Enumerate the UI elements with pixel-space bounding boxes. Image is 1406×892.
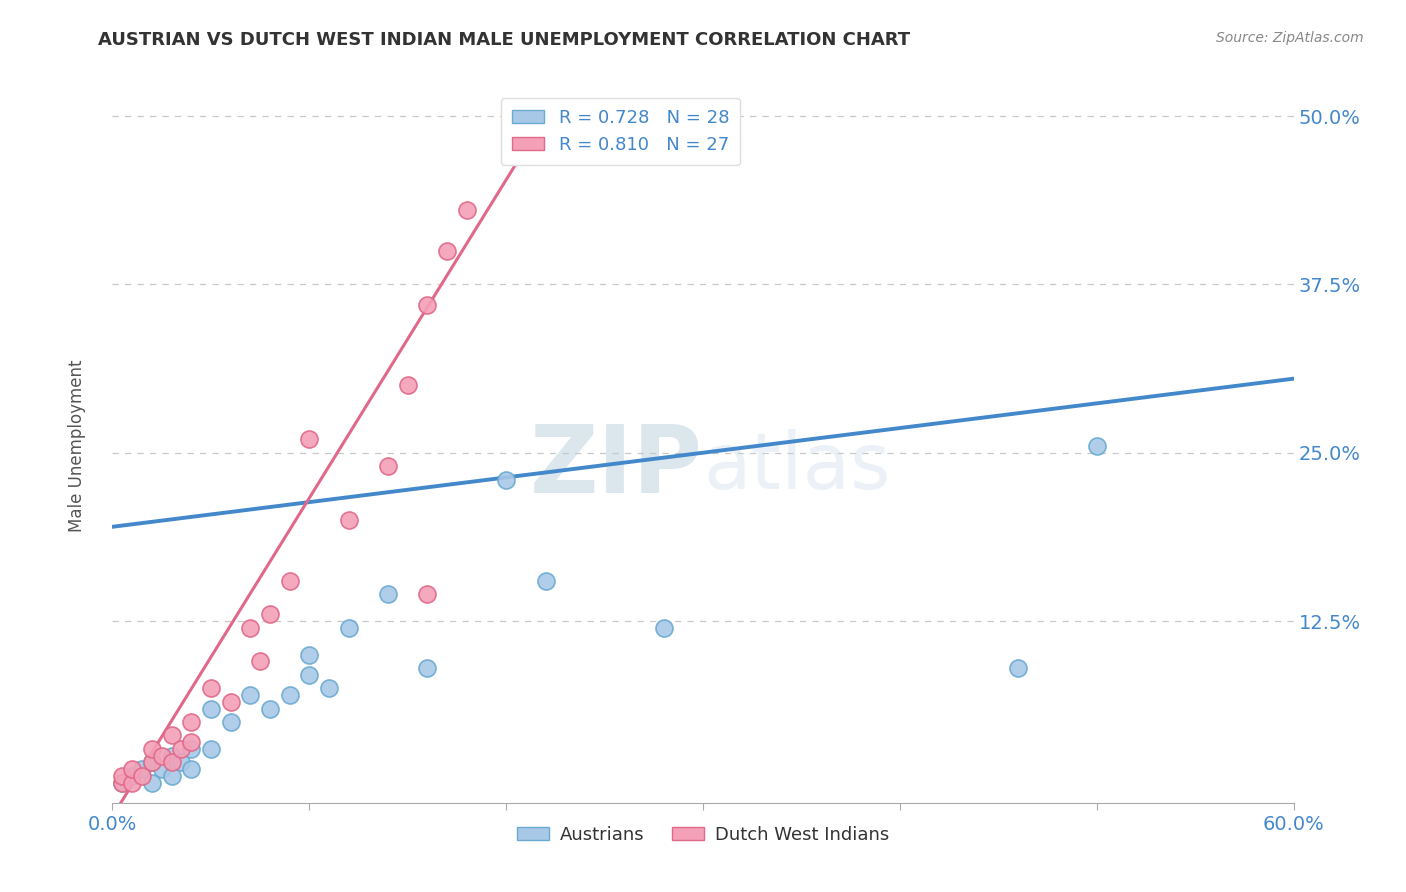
Point: [200, 742, 222, 756]
Text: ZIP: ZIP: [530, 421, 703, 514]
Point: [160, 769, 183, 783]
Point: [278, 688, 301, 702]
Point: [318, 681, 340, 696]
Point: [219, 714, 242, 729]
Point: [141, 742, 163, 756]
Point: [416, 661, 439, 675]
Point: [121, 762, 143, 776]
Point: [534, 574, 557, 588]
Text: Source: ZipAtlas.com: Source: ZipAtlas.com: [1216, 31, 1364, 45]
Point: [219, 695, 242, 709]
Point: [180, 714, 202, 729]
Point: [652, 621, 675, 635]
Point: [111, 775, 134, 789]
Point: [337, 513, 360, 527]
Point: [180, 742, 202, 756]
Point: [239, 621, 262, 635]
Point: [141, 756, 163, 770]
Point: [160, 748, 183, 763]
Point: [416, 298, 439, 312]
Point: [259, 701, 281, 715]
Point: [377, 587, 399, 601]
Point: [180, 762, 202, 776]
Point: [141, 775, 163, 789]
Text: AUSTRIAN VS DUTCH WEST INDIAN MALE UNEMPLOYMENT CORRELATION CHART: AUSTRIAN VS DUTCH WEST INDIAN MALE UNEMP…: [98, 31, 911, 49]
Point: [456, 203, 478, 218]
Point: [111, 769, 134, 783]
Point: [1007, 661, 1029, 675]
Point: [239, 688, 262, 702]
Point: [1085, 439, 1108, 453]
Point: [111, 775, 134, 789]
Point: [131, 762, 153, 776]
Point: [170, 742, 193, 756]
Point: [170, 756, 193, 770]
Point: [298, 648, 321, 662]
Point: [396, 378, 419, 392]
Point: [121, 769, 143, 783]
Point: [141, 756, 163, 770]
Point: [200, 681, 222, 696]
Point: [259, 607, 281, 622]
Text: atlas: atlas: [703, 429, 890, 506]
Point: [121, 775, 143, 789]
Point: [160, 729, 183, 743]
Point: [150, 748, 173, 763]
Point: [377, 459, 399, 474]
Point: [160, 756, 183, 770]
Legend: Austrians, Dutch West Indians: Austrians, Dutch West Indians: [509, 819, 897, 851]
Point: [337, 621, 360, 635]
Point: [495, 473, 517, 487]
Point: [180, 735, 202, 749]
Point: [150, 762, 173, 776]
Point: [298, 432, 321, 446]
Point: [249, 655, 271, 669]
Text: Male Unemployment: Male Unemployment: [69, 359, 86, 533]
Point: [278, 574, 301, 588]
Point: [436, 244, 458, 258]
Point: [131, 769, 153, 783]
Point: [416, 587, 439, 601]
Point: [200, 701, 222, 715]
Point: [298, 668, 321, 682]
